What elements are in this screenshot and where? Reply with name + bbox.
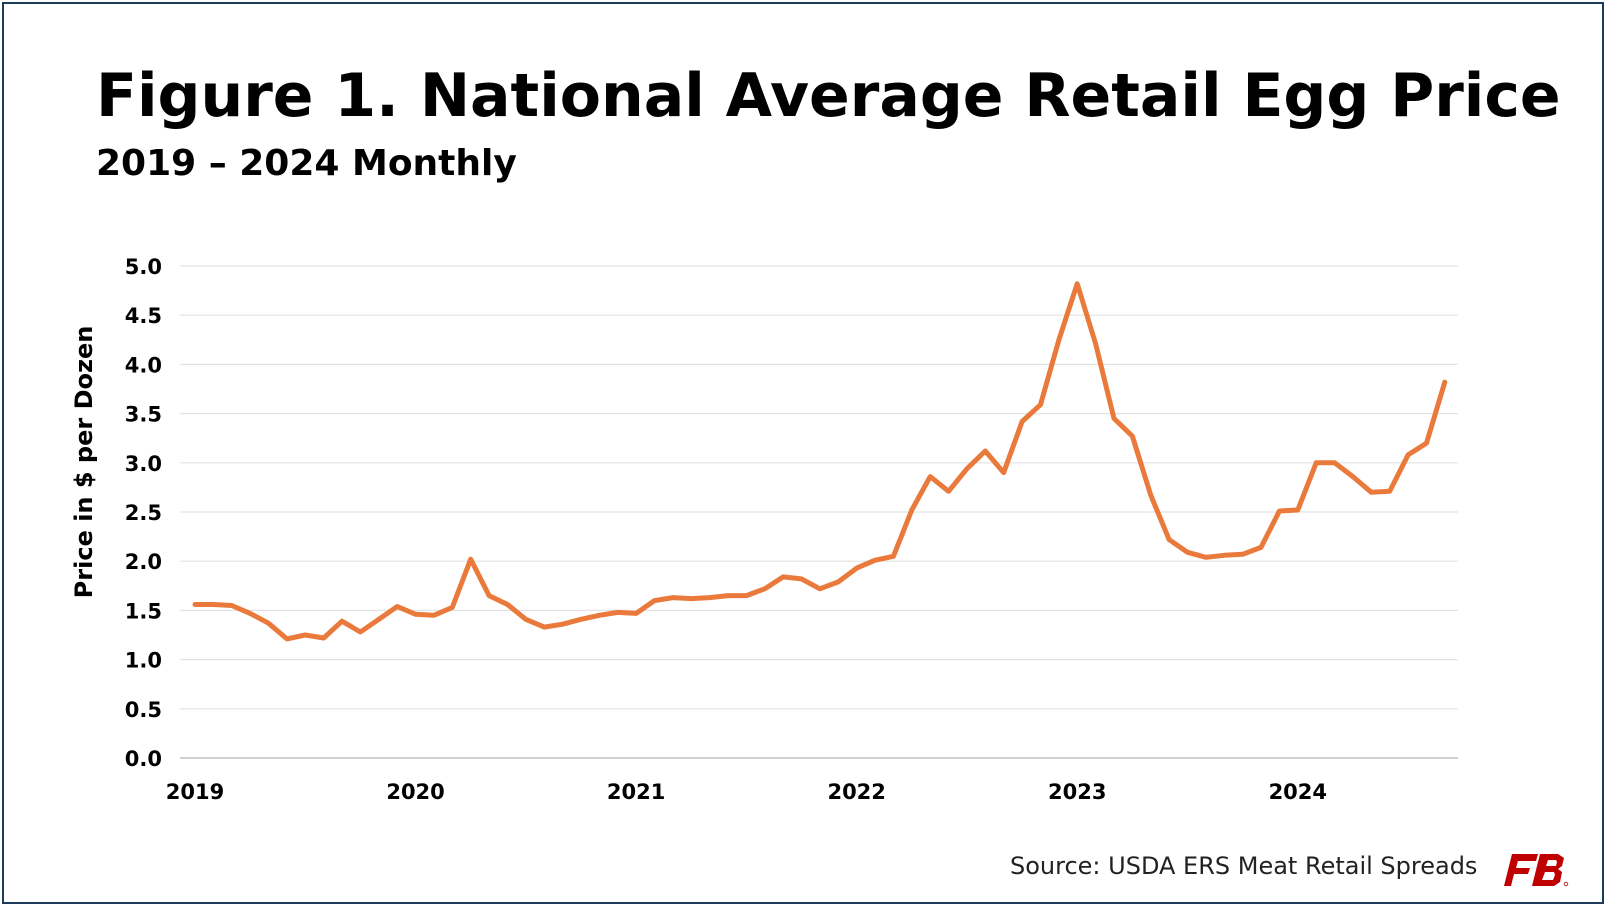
y-tick-label: 3.5 — [125, 403, 162, 427]
y-tick-label: 5.0 — [125, 255, 162, 279]
y-tick-label: 0.5 — [125, 698, 162, 722]
x-tick-label: 2021 — [607, 780, 665, 804]
x-tick-label: 2022 — [827, 780, 885, 804]
y-tick-label: 4.0 — [125, 353, 162, 377]
y-axis-label: Price in $ per Dozen — [70, 326, 98, 599]
series-group — [192, 281, 1448, 642]
x-axis-ticks: 2019 2020 2021 2022 2023 2024 — [166, 780, 1327, 804]
series-line — [192, 281, 1448, 642]
x-tick-label: 2020 — [386, 780, 444, 804]
y-tick-label: 1.0 — [125, 649, 162, 673]
source-note: Source: USDA ERS Meat Retail Spreads — [1010, 852, 1478, 880]
y-tick-label: 1.5 — [125, 599, 162, 623]
y-tick-label: 0.0 — [125, 747, 162, 771]
y-tick-label: 4.5 — [125, 304, 162, 328]
y-tick-label: 3.0 — [125, 452, 162, 476]
chart-title: Figure 1. National Average Retail Egg Pr… — [96, 61, 1561, 131]
x-tick-label: 2024 — [1269, 780, 1327, 804]
y-axis-ticks: 0.0 0.5 1.0 1.5 2.0 2.5 3.0 3.5 4.0 4.5 5.0 — [125, 255, 162, 771]
chart-subtitle: 2019 – 2024 Monthly — [96, 143, 517, 184]
x-tick-label: 2023 — [1048, 780, 1106, 804]
gridlines — [180, 265, 1458, 710]
y-tick-label: 2.0 — [125, 550, 162, 574]
y-tick-label: 2.5 — [125, 501, 162, 525]
x-tick-label: 2019 — [166, 780, 224, 804]
farm-bureau-logo-icon — [1504, 854, 1569, 887]
